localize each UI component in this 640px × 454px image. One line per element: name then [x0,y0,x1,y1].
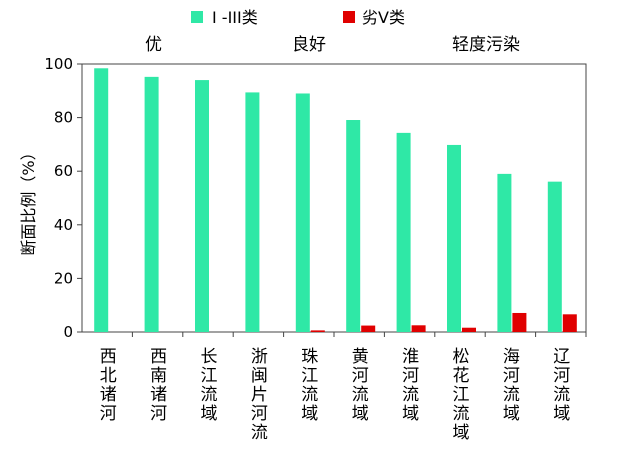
legend-swatch-series-2 [343,11,355,23]
legend-label-series-1: I -III类 [212,8,258,27]
x-category-label-char: 南 [150,366,167,386]
y-tick-label: 60 [54,162,73,180]
x-category-label-char: 流 [553,385,570,405]
bars [94,68,587,337]
x-category-label-char: 域 [352,404,369,424]
x-category-label-char: 闽 [251,366,268,386]
x-category-label-char: 河 [352,366,369,386]
bar-class-1-3 [497,173,512,332]
bar-class-5-inferior [462,327,476,332]
bar-class-1-3 [396,132,411,332]
y-axis-label: 断面比例（%） [19,144,38,255]
x-category-label-char: 北 [100,366,117,386]
legend-label-series-2: 劣V类 [362,8,405,27]
bar-class-1-3 [447,144,461,332]
y-tick-label: 80 [54,109,73,127]
bar-class-1-3 [346,120,361,333]
x-category-label-char: 淮 [402,347,419,367]
x-category-label-char: 片 [251,385,268,405]
bar-class-5-inferior [310,330,325,332]
x-category-label-char: 域 [402,404,419,424]
x-category-label-char: 流 [201,385,218,405]
x-category-label-char: 河 [553,366,570,386]
x-category-label-char: 流 [453,404,470,424]
x-category-label-char: 江 [453,385,470,405]
bar-class-1-3 [547,181,562,332]
x-category-label-char: 流 [402,385,419,405]
annotation-good: 良好 [292,35,326,55]
legend-swatch-series-1 [191,11,203,23]
bar-class-1-3 [94,68,109,333]
bar-class-1-3 [245,92,260,333]
x-category-label-char: 辽 [553,347,570,367]
x-category-label-char: 西 [150,347,167,367]
annotation-excellent: 优 [145,35,162,55]
x-category-label-char: 西 [100,347,117,367]
bar-class-5-inferior [361,325,376,332]
x-category-label-char: 流 [301,385,318,405]
x-category-label-char: 域 [453,423,470,443]
x-category-label-char: 河 [402,366,419,386]
x-category-label-char: 松 [453,347,470,367]
y-tick-label: 20 [54,269,73,287]
annotation-light-pollution: 轻度污染 [452,35,520,55]
x-category-label-char: 河 [100,404,117,424]
x-category-label-char: 长 [201,347,218,367]
x-category-label-char: 珠 [301,347,318,367]
x-category-label-char: 海 [503,347,520,367]
x-category-label-char: 江 [201,366,218,386]
y-tick-label: 0 [63,323,73,341]
x-category-label-char: 江 [301,366,318,386]
x-category-label-char: 河 [503,366,520,386]
x-category-label-char: 域 [301,404,318,424]
x-category-label-char: 域 [201,404,218,424]
x-category-label-char: 浙 [251,347,268,367]
x-category-label-char: 河 [251,404,268,424]
y-tick-label: 100 [44,55,73,73]
x-category-label-char: 域 [553,404,570,424]
y-axis: 0 20 40 60 80 100 [44,55,82,341]
x-category-label-char: 黄 [352,347,369,367]
x-category-label-char: 诸 [150,385,167,405]
x-category-label-char: 流 [503,385,520,405]
x-category-label-char: 流 [352,385,369,405]
y-tick-label: 40 [54,216,73,234]
bar-class-1-3 [295,93,310,332]
bar-class-5-inferior [562,314,577,332]
x-category-label-char: 诸 [100,385,117,405]
bar-class-5-inferior [512,312,527,332]
legend: I -III类 劣V类 [191,8,405,27]
bar-class-5-inferior [411,325,426,332]
bar-class-1-3 [144,76,159,332]
x-axis-categories: 西北诸河西南诸河长江流域浙闽片河流珠江流域黄河流域淮河流域松花江流域海河流域辽河… [100,347,571,443]
quality-annotations: 优 良好 轻度污染 [145,35,520,55]
x-category-label-char: 流 [251,423,268,443]
x-category-label-char: 域 [503,404,520,424]
x-category-label-char: 花 [453,366,470,386]
x-category-label-char: 河 [150,404,167,424]
bar-class-1-3 [195,80,209,332]
